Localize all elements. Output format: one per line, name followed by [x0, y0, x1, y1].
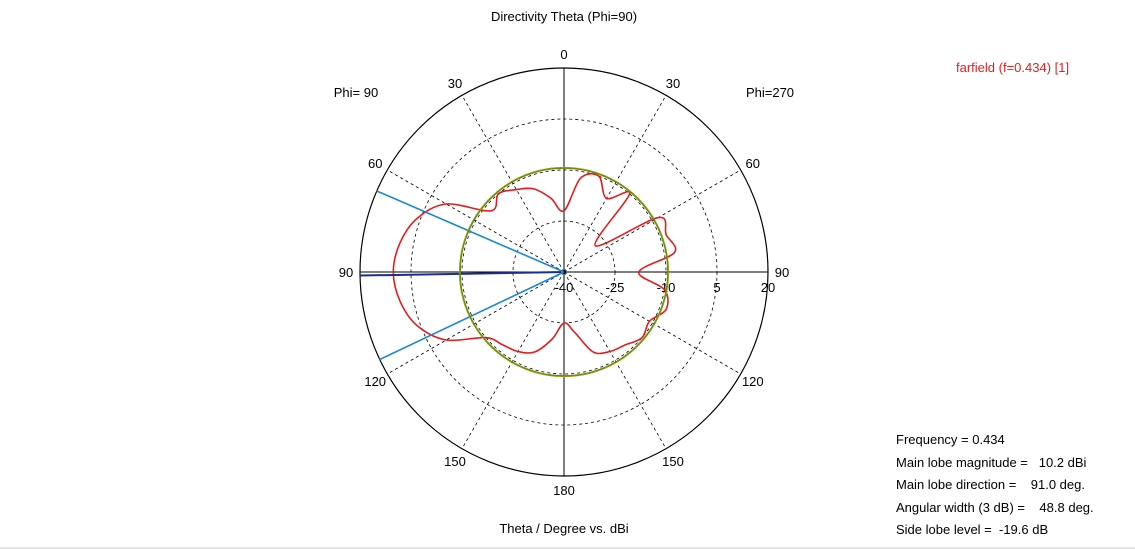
farfield-curve — [392, 172, 677, 355]
side-lobe-circle-highlight — [458, 166, 670, 378]
info-main-lobe-direction: Main lobe direction = 91.0 deg. — [896, 477, 1085, 492]
angle-label: 60 — [368, 156, 382, 171]
legend-entry: farfield (f=0.434) [1] — [956, 60, 1070, 75]
3dB-beamwidth-line — [379, 271, 565, 361]
angle-tick-labels: 0 30 60 90 120 150 180 150 120 90 60 30 — [339, 47, 789, 498]
chart-series — [360, 166, 677, 378]
grid-spoke — [387, 271, 565, 375]
info-frequency: Frequency = 0.434 — [896, 432, 1005, 447]
radial-tick-label: 5 — [713, 280, 720, 295]
grid-spoke — [563, 95, 667, 273]
angle-label: 150 — [662, 454, 684, 469]
main-lobe-direction-line — [360, 271, 565, 277]
angle-label: 90 — [339, 265, 353, 280]
chart-title: Directivity Theta (Phi=90) — [491, 9, 637, 24]
angle-label: 30 — [666, 76, 680, 91]
axis-label: Theta / Degree vs. dBi — [499, 521, 628, 536]
grid-spoke — [563, 271, 667, 449]
phi-left-label: Phi= 90 — [334, 85, 378, 100]
radial-tick-labels: -40 -25 -10 5 20 — [555, 280, 776, 295]
grid-spoke — [461, 95, 565, 273]
angle-label: 90 — [775, 265, 789, 280]
grid-spoke — [387, 169, 565, 273]
angle-label: 30 — [448, 76, 462, 91]
angle-label: 180 — [553, 483, 575, 498]
3dB-beamwidth-line — [376, 190, 565, 273]
angle-label: 120 — [364, 374, 386, 389]
grid-spoke — [563, 169, 741, 273]
angle-label: 120 — [742, 374, 764, 389]
side-lobe-circle — [459, 167, 669, 377]
angle-label: 0 — [560, 47, 567, 62]
angle-label: 60 — [746, 156, 760, 171]
radial-tick-label: 20 — [761, 280, 775, 295]
info-main-lobe-magnitude: Main lobe magnitude = 10.2 dBi — [896, 454, 1087, 470]
bottom-border — [0, 547, 1135, 549]
grid-spoke — [563, 271, 741, 375]
radial-tick-label: -25 — [606, 280, 625, 295]
outer-circle — [359, 67, 769, 477]
angle-label: 150 — [444, 454, 466, 469]
grid-spoke — [461, 271, 565, 449]
info-angular-width: Angular width (3 dB) = 48.8 deg. — [896, 499, 1094, 515]
info-panel: Frequency = 0.434 Main lobe magnitude = 1… — [896, 429, 1094, 542]
phi-right-label: Phi=270 — [746, 85, 794, 100]
radial-tick-label: -40 — [555, 280, 574, 295]
info-side-lobe-level: Side lobe level = -19.6 dB — [896, 522, 1049, 537]
